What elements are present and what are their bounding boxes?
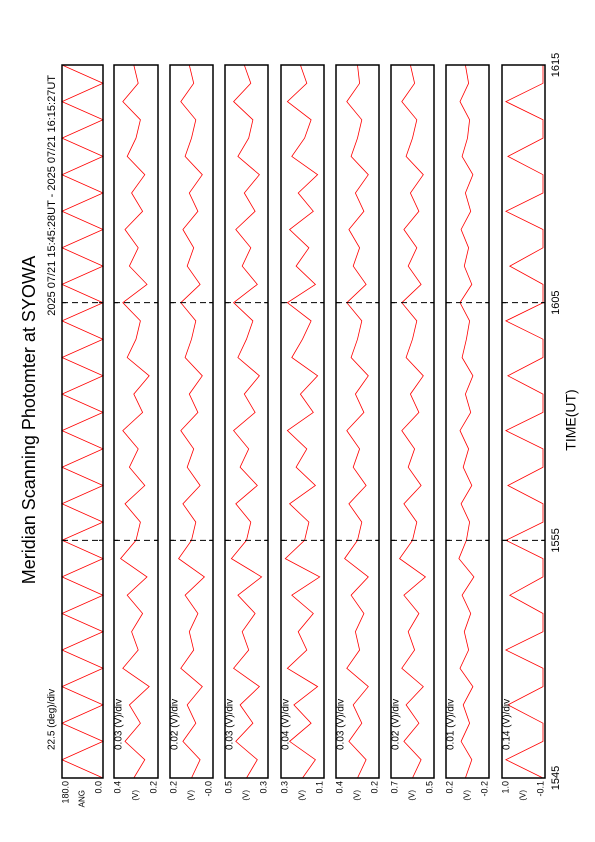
y-tick-label: 1.0 <box>500 781 510 794</box>
signal-line <box>230 64 263 779</box>
signal-line <box>458 64 475 779</box>
y-tick-label: 0.2 <box>444 781 454 794</box>
signal-line <box>120 64 150 779</box>
signal-line <box>61 64 104 779</box>
x-tick-label: 1605 <box>550 290 562 314</box>
panel-frame <box>335 64 380 779</box>
y-tick-label: 0.4 <box>334 781 344 794</box>
x-axis-label: TIME(UT) <box>563 389 579 450</box>
scale-annotation: 0.04 (V)/div <box>281 699 292 750</box>
y-axis-label: (V) <box>131 790 140 801</box>
signal-line <box>178 64 206 779</box>
y-tick-label: 0.2 <box>369 781 379 794</box>
panel-frame <box>61 64 104 779</box>
y-axis-label: (V) <box>353 790 362 801</box>
y-tick-label: 180.0 <box>60 781 70 804</box>
rotated-chart: Meridian Scanning Photomter at SYOWA 202… <box>19 53 579 808</box>
panel-frame <box>280 64 325 779</box>
y-tick-label: 0.3 <box>258 781 268 794</box>
scale-annotation: 0.02 (V)/div <box>391 699 402 750</box>
scale-annotation: 0.02 (V)/div <box>170 699 181 750</box>
time-range: 2025 07/21 15:45:28UT - 2025 07/21 16:15… <box>46 75 58 316</box>
y-axis-label: (V) <box>298 790 307 801</box>
x-tick-label: 1545 <box>550 766 562 790</box>
scale-annotation: 0.14 (V)/div <box>502 699 513 750</box>
panel-frame <box>390 64 435 779</box>
scale-annotation: 0.03 (V)/div <box>336 699 347 750</box>
y-tick-label: -0.2 <box>479 781 489 797</box>
y-tick-label: 0.3 <box>279 781 289 794</box>
scale-annotation: 0.03 (V)/div <box>114 699 125 750</box>
y-tick-label: 0.5 <box>223 781 233 794</box>
y-tick-label: 0.2 <box>168 781 178 794</box>
y-axis-label: (V) <box>463 790 472 801</box>
panel-frame <box>113 64 159 779</box>
panel-frame <box>169 64 214 779</box>
signal-line <box>399 64 427 779</box>
signal-line <box>284 64 321 779</box>
y-tick-label: 0.0 <box>93 781 103 794</box>
y-axis-label: (V) <box>408 790 417 801</box>
x-tick-label: 1615 <box>550 53 562 77</box>
y-axis-label: ANG <box>78 790 87 807</box>
scale-annotation: 0.01 (V)/div <box>446 699 457 750</box>
panel-frame <box>501 64 546 779</box>
y-tick-label: -0.0 <box>203 781 213 797</box>
y-tick-label: 0.5 <box>424 781 434 794</box>
y-tick-label: 0.2 <box>148 781 158 794</box>
y-tick-label: -0.1 <box>535 781 545 797</box>
y-axis-label: (V) <box>187 790 196 801</box>
scale-annotation: 0.03 (V)/div <box>225 699 236 750</box>
signal-line <box>344 64 369 779</box>
chart-title: Meridian Scanning Photomter at SYOWA <box>19 256 39 584</box>
panel-frame <box>445 64 490 779</box>
y-tick-label: 0.7 <box>389 781 399 794</box>
y-axis-label: (V) <box>519 790 528 801</box>
signal-line <box>504 65 544 779</box>
y-tick-label: 0.1 <box>314 781 324 794</box>
y-tick-label: 0.4 <box>112 781 122 794</box>
x-tick-label: 1555 <box>550 528 562 552</box>
panel-frame <box>224 64 269 779</box>
y-axis-label: (V) <box>242 790 251 801</box>
scale-annotation: 22.5 (deg)/div <box>47 689 58 750</box>
